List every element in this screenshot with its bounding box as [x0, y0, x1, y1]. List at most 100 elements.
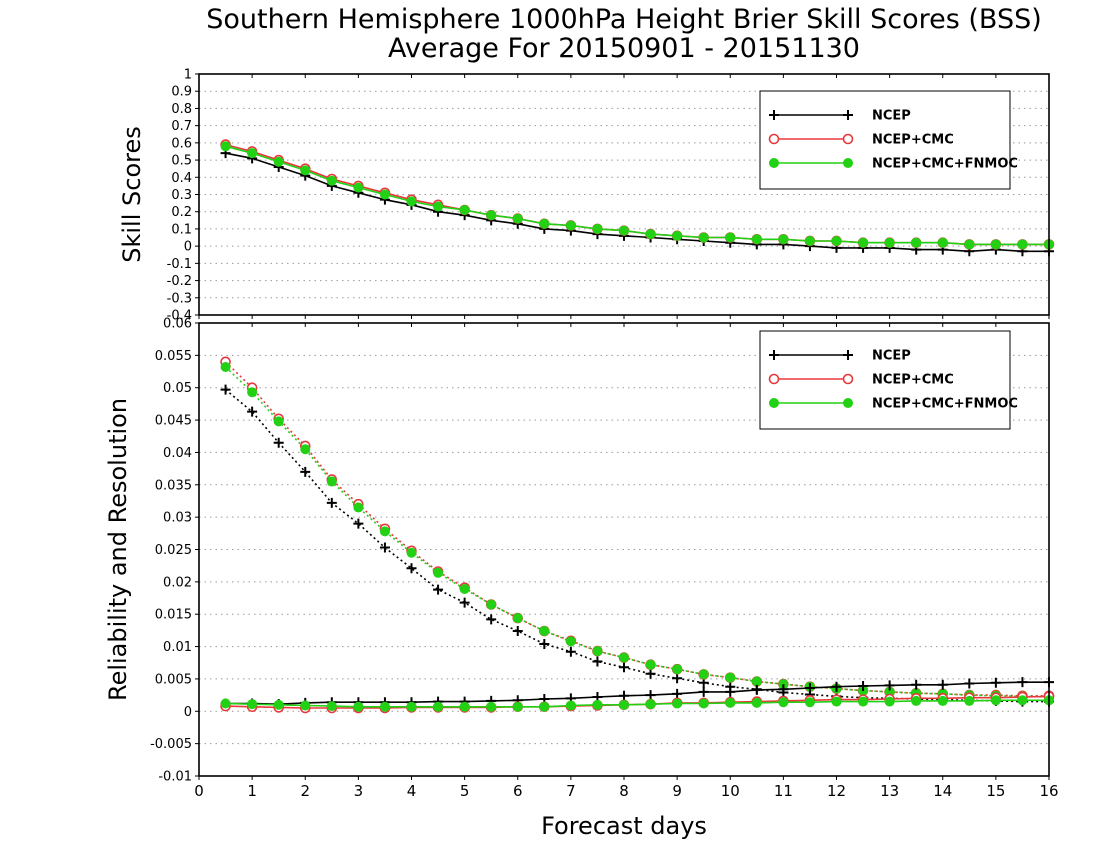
legend-marker [769, 110, 779, 120]
data-point [619, 225, 629, 236]
x-tick-label: 2 [300, 782, 310, 800]
legend-label: NCEP [872, 109, 911, 124]
data-point [725, 672, 736, 683]
y-axis-title: Reliability and Resolution [104, 398, 132, 701]
x-tick-label: 8 [619, 782, 629, 800]
y-tick-label: 0.02 [163, 575, 192, 590]
data-point [858, 681, 869, 692]
reliability-resolution-panel: -0.01 -0.005 0 0.005 0.01 0.015 0.02 0.025 0.03 0… [104, 317, 1059, 841]
data-point [778, 234, 789, 245]
legend-label: NCEP+CMC [872, 373, 954, 388]
data-point [247, 148, 258, 159]
legend-label: NCEP+CMC [872, 133, 954, 148]
x-tick-label: 15 [986, 782, 1005, 800]
y-tick-label: 0.7 [171, 119, 192, 134]
y-tick-label: 0.1 [171, 222, 192, 237]
y-tick-label: 0.045 [155, 414, 192, 429]
y-tick-label: 0 [184, 705, 192, 720]
x-tick-label: 3 [354, 782, 364, 800]
data-point [831, 696, 842, 707]
legend-item-ncep-cmc: NCEP+CMC [768, 133, 954, 148]
data-point [273, 156, 284, 167]
data-point [645, 659, 656, 670]
data-point [672, 688, 683, 699]
data-point [459, 204, 470, 215]
x-tick-label: 12 [827, 782, 846, 800]
data-point [220, 384, 231, 395]
data-point [990, 677, 1001, 688]
data-point [592, 223, 603, 234]
data-point [725, 232, 736, 243]
y-tick-label: 0.01 [163, 640, 192, 655]
y-tick-label: 0.05 [163, 381, 192, 396]
data-point [353, 502, 364, 513]
x-tick-label: 9 [672, 782, 682, 800]
data-point [273, 416, 284, 427]
legend-label: NCEP+CMC+FNMOC [872, 157, 1018, 172]
data-point [486, 701, 497, 712]
legend-marker [768, 133, 780, 145]
data-point [459, 701, 470, 712]
x-tick-label: 6 [513, 782, 523, 800]
legend-item-ncep-cmc: NCEP+CMC [768, 373, 954, 388]
data-point [300, 165, 311, 176]
data-point [300, 700, 311, 711]
x-tick-label: 0 [194, 782, 204, 800]
data-point [539, 638, 550, 649]
legend-marker [769, 398, 779, 408]
data-point [884, 696, 895, 707]
series-ncep-cmc-fnmoc-reliability [220, 695, 1054, 712]
data-point [1017, 677, 1028, 688]
y-tick-label: 0.5 [171, 154, 192, 169]
y-tick-label: 0.04 [163, 446, 192, 461]
y-tick-label: -0.1 [167, 257, 192, 272]
legend-item-ncep-cmc-fnmoc: NCEP+CMC+FNMOC [769, 157, 1018, 172]
y-tick-label: 0.9 [171, 85, 192, 100]
legend-item-ncep: NCEP [769, 349, 911, 364]
y-tick-label: -0.2 [167, 274, 192, 289]
data-point [645, 668, 656, 679]
data-point [565, 700, 576, 711]
data-point [512, 701, 523, 712]
x-tick-label: 4 [407, 782, 417, 800]
series-line [225, 699, 1049, 708]
data-point [539, 626, 550, 637]
data-point [353, 701, 364, 712]
x-tick-label: 13 [880, 782, 899, 800]
x-tick-label: 1 [247, 782, 257, 800]
legend-marker [769, 158, 779, 168]
data-point [778, 684, 789, 695]
data-point [565, 636, 576, 647]
y-tick-label: 0.055 [155, 349, 192, 364]
data-point [619, 662, 629, 673]
legend-marker [843, 398, 853, 408]
x-tick-label: 16 [1039, 782, 1058, 800]
legend-marker [843, 110, 853, 120]
data-point [751, 676, 762, 687]
data-point [619, 652, 629, 663]
data-point [512, 626, 523, 637]
y-tick-label: 0 [184, 240, 192, 255]
x-tick-label: 11 [774, 782, 793, 800]
data-point [619, 690, 629, 701]
data-point [911, 679, 922, 690]
y-tick-label: 0.2 [171, 205, 192, 220]
data-point [300, 444, 311, 455]
data-point [698, 232, 709, 243]
y-tick-label: 0.025 [155, 543, 192, 558]
data-point [778, 697, 789, 708]
data-point [220, 362, 231, 373]
data-point [858, 696, 869, 707]
data-point [804, 697, 815, 708]
x-tick-label: 7 [566, 782, 576, 800]
legend: NCEP NCEP+CMC NCEP+CMC+FNMOC [759, 90, 1018, 190]
data-point [778, 679, 789, 690]
data-point [858, 237, 869, 248]
data-point [379, 526, 390, 537]
data-point [911, 237, 922, 248]
data-point [273, 699, 284, 710]
y-tick-label: 1 [184, 68, 192, 83]
y-tick-label: -0.01 [158, 770, 192, 785]
